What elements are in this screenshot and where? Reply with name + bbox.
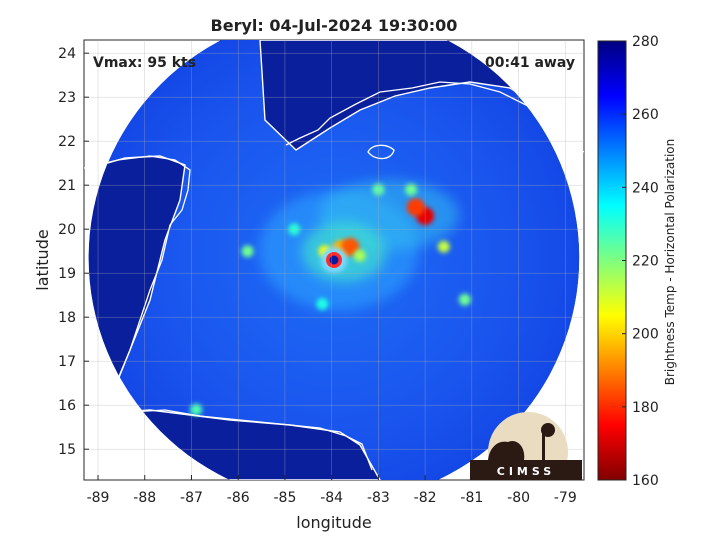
convective-cell [458, 293, 471, 306]
coast-yucatan [84, 155, 191, 401]
x-tick-label: -87 [180, 490, 203, 506]
y-tick-label: 22 [58, 134, 76, 150]
cimss-logo: CIMSS [470, 412, 582, 480]
vmax-annotation: Vmax: 95 kts [93, 55, 196, 71]
colorbar-label: Brightness Temp - Horizontal Polarizatio… [663, 139, 677, 386]
convective-cell [405, 183, 418, 196]
x-axis-label: longitude [296, 513, 371, 532]
time-offset-annotation: 00:41 away [485, 55, 575, 71]
coast-honduras [99, 404, 373, 471]
x-tick-label: -83 [367, 490, 390, 506]
storm-eye [321, 247, 347, 273]
x-tick-label: -89 [87, 490, 110, 506]
colorbar-tick-label: 280 [632, 34, 659, 50]
chart-title: Beryl: 04-Jul-2024 19:30:00 [211, 16, 458, 35]
x-tick-label: -88 [133, 490, 156, 506]
x-tick-label: -81 [460, 490, 483, 506]
colorbar-tick-label: 240 [632, 180, 659, 196]
x-axis: -89 -88 -87 -86 -85 -84 -83 -82 -81 -80 -79 [87, 475, 577, 506]
coast-isla-juventud [367, 144, 395, 160]
y-tick-label: 23 [58, 90, 76, 106]
eye-center [329, 255, 339, 265]
coast-cuba [285, 81, 584, 153]
y-tick-label: 17 [58, 354, 76, 370]
y-tick-label: 18 [58, 310, 76, 326]
y-tick-label: 20 [58, 222, 76, 238]
colorbar: 160 180 200 220 240 260 280 Brightness Temp - … [597, 34, 677, 489]
convective-cell [241, 245, 254, 258]
x-tick-label: -79 [554, 490, 577, 506]
colorbar-tick-label: 160 [632, 473, 659, 489]
y-tick-label: 24 [58, 46, 76, 62]
coastlines [84, 81, 584, 471]
brightness-temp-swath [88, 40, 580, 480]
y-tick-label: 19 [58, 266, 76, 282]
convective-cell [316, 298, 329, 310]
colorbar-tick-label: 220 [632, 254, 659, 270]
x-tick-label: -84 [320, 490, 343, 506]
colorbar-tick-label: 200 [632, 327, 659, 343]
y-tick-label: 21 [58, 178, 76, 194]
y-tick-label: 15 [58, 442, 76, 458]
convective-cell [406, 198, 425, 217]
y-tick-label: 16 [58, 398, 76, 414]
convective-cell [341, 237, 360, 256]
x-tick-label: -82 [414, 490, 437, 506]
x-tick-label: -85 [273, 490, 296, 506]
x-tick-label: -80 [507, 490, 530, 506]
logo-text: CIMSS [497, 465, 555, 478]
y-axis-label: latitude [33, 229, 52, 290]
convective-cell [437, 240, 450, 253]
colorbar-tick-label: 180 [632, 400, 659, 416]
convective-cell [190, 403, 203, 416]
colorbar-tick-label: 260 [632, 107, 659, 123]
colorbar-gradient [597, 40, 627, 481]
convective-cell [353, 249, 366, 262]
y-axis: 15 16 17 18 19 20 21 22 23 24 [58, 46, 89, 458]
x-tick-label: -86 [227, 490, 250, 506]
colorbar-ticks: 160 180 200 220 240 260 280 [622, 34, 659, 489]
